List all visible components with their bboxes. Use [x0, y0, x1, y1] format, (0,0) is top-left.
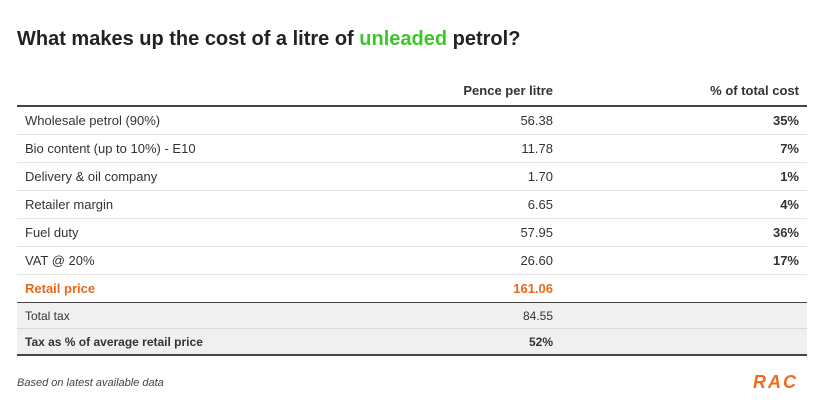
cell: 56.38 [345, 106, 561, 135]
table-body: Wholesale petrol (90%) 56.38 35% Bio conten… [17, 106, 807, 356]
title-text: What makes up the cost of a litre of [17, 28, 360, 50]
cell: 6.65 [345, 190, 561, 219]
row-label: Delivery & oil company [17, 162, 345, 191]
cell: 11.78 [345, 134, 561, 163]
row-label: Fuel duty [17, 218, 345, 247]
row-label: VAT @ 20% [17, 246, 345, 275]
row-label: Bio content (up to 10%) - E10 [17, 134, 345, 163]
header-row: Pence per litre % of total cost [17, 76, 807, 107]
cell: 1.70 [345, 162, 561, 191]
header-cell [17, 76, 345, 107]
header-cell: % of total cost [561, 76, 807, 107]
table-row: Wholesale petrol (90%) 56.38 35% [17, 106, 807, 135]
cell: 52% [345, 328, 561, 356]
header-cell: Pence per litre [345, 76, 561, 107]
table-row: Fuel duty 57.95 36% [17, 218, 807, 247]
table-row: VAT @ 20% 26.60 17% [17, 246, 807, 275]
cell: 161.06 [345, 274, 561, 303]
cell: 4% [561, 190, 807, 219]
table-row: Bio content (up to 10%) - E10 11.78 7% [17, 134, 807, 163]
table-row: Delivery & oil company 1.70 1% [17, 162, 807, 191]
title: What makes up the cost of a litre of unl… [17, 28, 520, 51]
cell: 84.55 [345, 302, 561, 329]
row-label: Total tax [17, 302, 345, 329]
cell: 26.60 [345, 246, 561, 275]
row-label: Retailer margin [17, 190, 345, 219]
cell: 35% [561, 106, 807, 135]
cell [561, 328, 807, 356]
row-label: Wholesale petrol (90%) [17, 106, 345, 135]
cell [561, 302, 807, 329]
cell: 36% [561, 218, 807, 247]
cell: 17% [561, 246, 807, 275]
table-row: Retailer margin 6.65 4% [17, 190, 807, 219]
title-highlight: unleaded [359, 28, 448, 50]
cell [561, 274, 807, 303]
cost-table: Pence per litre % of total cost Wholesal… [17, 76, 807, 356]
table-row: Tax as % of average retail price 52% [17, 328, 807, 356]
cell: 57.95 [345, 218, 561, 247]
cell: 7% [561, 134, 807, 163]
logo: RAC [753, 372, 798, 392]
table-row: Total tax 84.55 [17, 302, 807, 329]
row-label: Tax as % of average retail price [17, 328, 345, 356]
row-label: Retail price [17, 274, 345, 303]
cell: 1% [561, 162, 807, 191]
footnote: Based on latest available data [17, 377, 164, 389]
table-row: Retail price 161.06 [17, 274, 807, 303]
title-text: petrol? [447, 28, 521, 50]
